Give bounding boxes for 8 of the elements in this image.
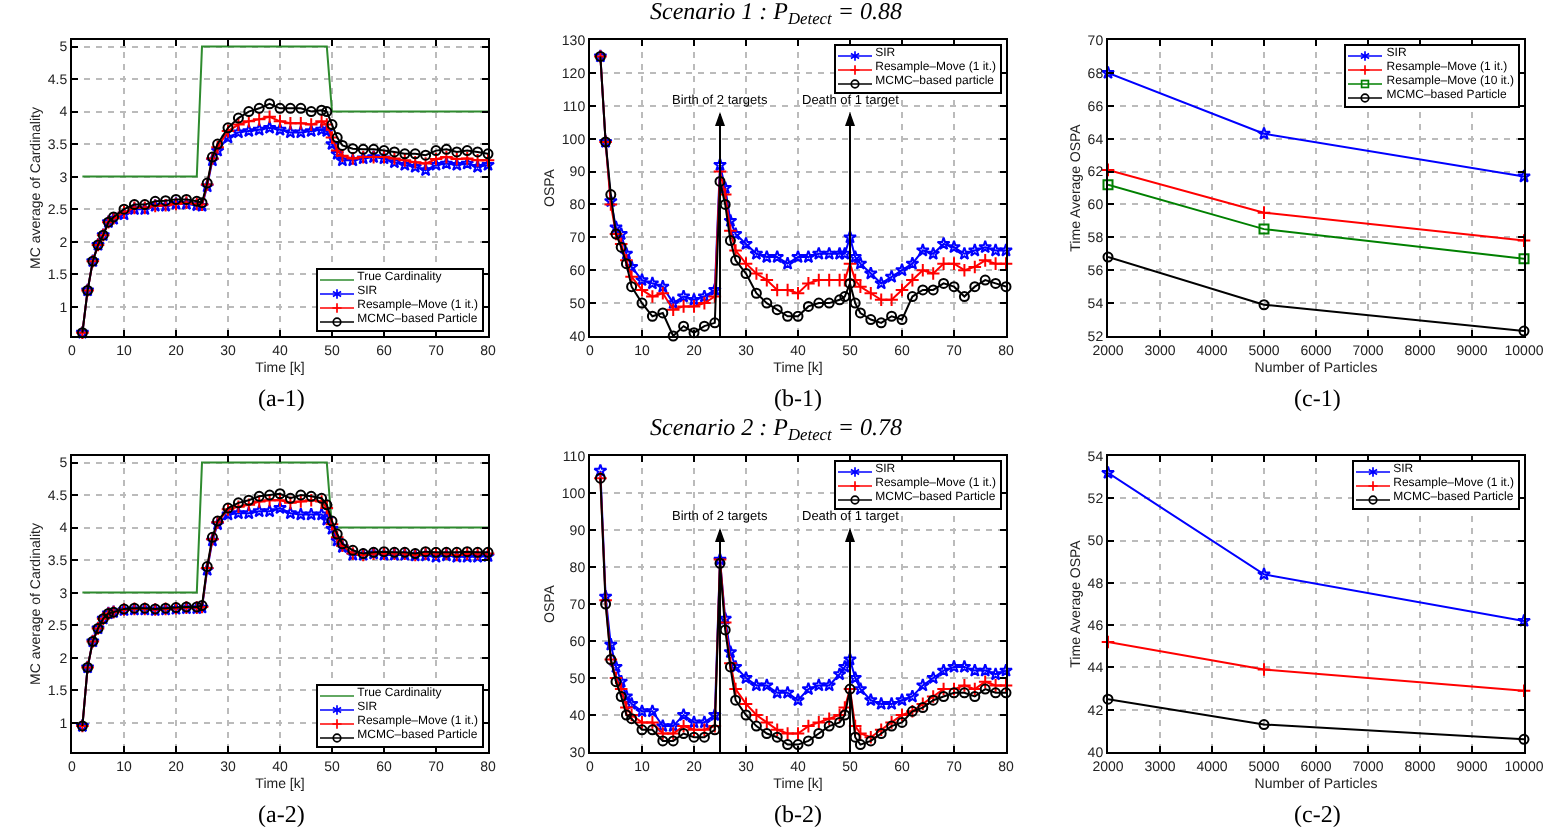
text: (b-2)	[774, 800, 822, 828]
text: (c-2)	[1294, 800, 1341, 828]
chart-title: Scenario 1 : P$_{Detect}$ = 0.88	[650, 0, 902, 28]
text: (a-1)	[258, 384, 305, 412]
text: (c-1)	[1294, 384, 1341, 412]
text: (b-1)	[774, 384, 822, 412]
chart-title: Scenario 2 : P$_{Detect}$ = 0.78	[650, 412, 902, 444]
text: (a-2)	[258, 800, 305, 828]
